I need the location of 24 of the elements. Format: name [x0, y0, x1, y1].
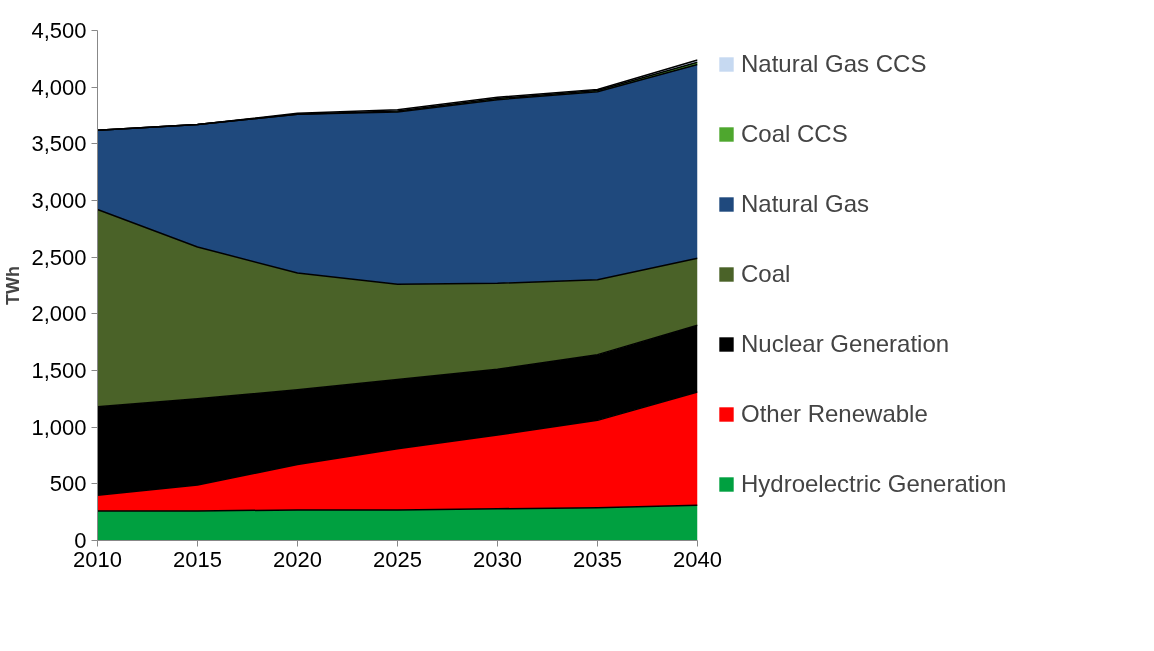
legend-label: Other Renewable: [741, 400, 928, 428]
x-tick-label: 2015: [173, 546, 222, 572]
x-tick-label: 2035: [573, 546, 622, 572]
legend-label: Coal CCS: [741, 120, 848, 148]
y-axis-title: TWh: [3, 266, 24, 305]
y-tick-label: 500: [49, 471, 87, 497]
legend-label: Nuclear Generation: [741, 330, 950, 358]
x-tick-label: 2020: [273, 546, 322, 572]
legend-label: Natural Gas: [741, 190, 870, 218]
y-tick-label: 4,000: [31, 74, 87, 100]
legend-label: Hydroelectric Generation: [741, 470, 1007, 498]
x-tick-label: 2025: [373, 546, 422, 572]
legend-label: Coal: [741, 260, 791, 288]
legend-label: Natural Gas CCS: [741, 50, 927, 78]
x-tick-label: 2040: [673, 546, 722, 572]
y-tick-label: 0: [74, 528, 87, 553]
y-tick-label: 2,500: [31, 244, 87, 270]
y-tick-label: 1,500: [31, 358, 87, 383]
x-tick-label: 2030: [473, 546, 522, 572]
y-tick-label: 1,000: [31, 414, 87, 440]
y-tick-label: 2,000: [31, 301, 87, 327]
y-tick-label: 4,500: [31, 18, 87, 43]
y-tick-label: 3,000: [31, 188, 87, 213]
y-tick-label: 3,500: [31, 131, 87, 157]
